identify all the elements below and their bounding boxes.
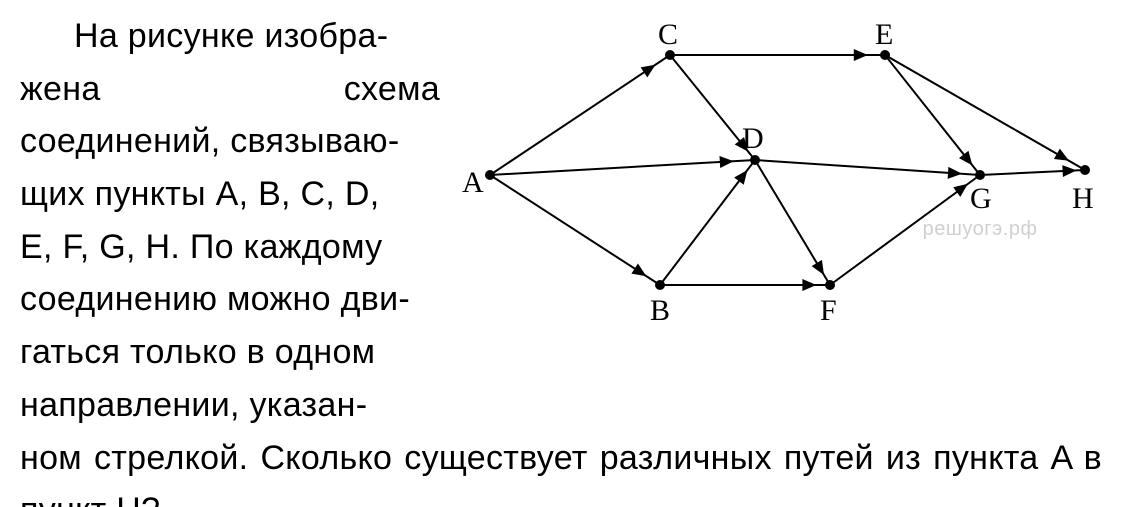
edge-A-B <box>490 175 660 285</box>
top-block: На рисунке изобра- жена схема соединений… <box>20 10 1102 432</box>
arrowhead-D-F <box>812 260 824 275</box>
arrowhead-A-C <box>641 65 656 78</box>
t: гаться только в одном <box>20 333 375 371</box>
arrowhead-G-H <box>1062 165 1076 177</box>
node-label-A: A <box>462 166 484 199</box>
diagram-panel: A B C D E F G Hрешуогэ.рф <box>450 10 1102 330</box>
line-5: E, F, G, H. По каждому <box>20 221 440 274</box>
t: схема <box>344 63 440 116</box>
t: На рисунке изобра- <box>74 17 388 55</box>
t: направлении, указан- <box>20 386 367 424</box>
t: соединений, связываю- <box>20 122 399 160</box>
line-8: направлении, указан- <box>20 379 440 432</box>
node-B <box>655 280 665 290</box>
arrowhead-B-F <box>802 279 816 291</box>
line-7: гаться только в одном <box>20 326 440 379</box>
line-6: соединению можно дви- <box>20 273 440 326</box>
node-C <box>665 50 675 60</box>
arrowhead-D-G <box>948 167 962 179</box>
t: жена <box>20 63 101 116</box>
node-label-D: D <box>742 122 764 155</box>
arrowhead-E-G <box>959 151 972 166</box>
line-2: жена схема <box>20 63 440 116</box>
arrowhead-E-H <box>1054 149 1069 161</box>
node-label-C: C <box>658 18 678 51</box>
node-G <box>975 170 985 180</box>
t: E, F, G, H. По каждому <box>20 228 382 266</box>
arrowhead-A-D <box>719 156 733 168</box>
arrowhead-B-D <box>734 170 747 185</box>
line-4: щих пункты A, B, C, D, <box>20 168 440 221</box>
edge-A-D <box>490 160 755 175</box>
problem-page: На рисунке изобра- жена схема соединений… <box>0 0 1122 507</box>
t: щих пункты A, B, C, D, <box>20 175 380 213</box>
node-F <box>825 280 835 290</box>
problem-text-left: На рисунке изобра- жена схема соединений… <box>20 10 450 432</box>
node-E <box>880 50 890 60</box>
edge-E-H <box>885 55 1085 170</box>
node-label-H: H <box>1072 182 1094 215</box>
edge-D-G <box>755 160 980 175</box>
arrowhead-F-G <box>953 184 968 197</box>
arrowhead-C-E <box>854 49 868 61</box>
node-label-E: E <box>875 18 893 51</box>
edge-A-C <box>490 55 670 175</box>
node-label-F: F <box>820 294 837 327</box>
watermark-text: решуогэ.рф <box>923 218 1038 240</box>
node-label-B: B <box>650 294 670 327</box>
node-A <box>485 170 495 180</box>
problem-text-bottom: ном стрелкой. Сколько существует различн… <box>20 432 1102 507</box>
node-D <box>750 155 760 165</box>
line-3: соединений, связываю- <box>20 115 440 168</box>
node-H <box>1080 165 1090 175</box>
network-diagram: A B C D E F G Hрешуогэ.рф <box>450 10 1120 330</box>
line-1: На рисунке изобра- <box>20 10 440 63</box>
t: ном стрелкой. Сколько существует различн… <box>20 439 1102 507</box>
node-label-G: G <box>970 182 992 215</box>
arrowhead-A-B <box>631 264 646 277</box>
t: соединению можно дви- <box>20 280 410 318</box>
